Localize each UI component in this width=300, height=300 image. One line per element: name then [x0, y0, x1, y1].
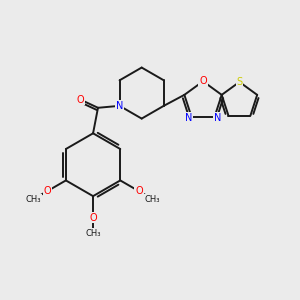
Text: N: N — [116, 101, 123, 111]
Text: O: O — [44, 186, 51, 196]
Text: CH₃: CH₃ — [85, 229, 101, 238]
Text: O: O — [89, 213, 97, 223]
Text: N: N — [214, 113, 221, 123]
Text: N: N — [185, 113, 192, 123]
Text: N: N — [116, 101, 123, 111]
Text: CH₃: CH₃ — [145, 195, 160, 204]
Text: O: O — [199, 76, 207, 86]
Text: O: O — [76, 94, 84, 104]
Text: O: O — [135, 186, 143, 196]
Text: CH₃: CH₃ — [26, 195, 41, 204]
Text: S: S — [236, 77, 242, 87]
